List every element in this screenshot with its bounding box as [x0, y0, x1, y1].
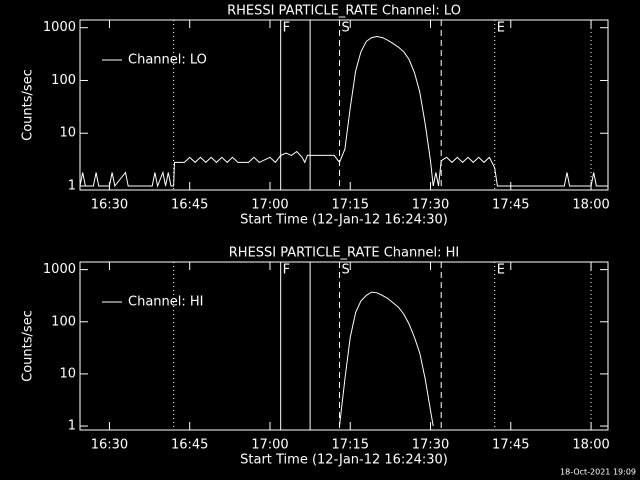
y-tick-label: 10 — [59, 366, 76, 381]
x-tick-label: 17:30 — [412, 198, 449, 213]
x-tick-label: 17:00 — [251, 198, 288, 213]
x-axis-label: Start Time (12-Jan-12 16:24:30) — [240, 213, 448, 228]
plot-frame — [79, 19, 609, 191]
x-axis-label: Start Time (12-Jan-12 16:24:30) — [240, 453, 448, 468]
series-line — [79, 35, 608, 188]
x-tick-label: 17:45 — [492, 438, 529, 453]
series-line — [339, 291, 434, 427]
x-tick-label: 18:00 — [572, 198, 609, 213]
legend-label: Channel: LO — [128, 53, 207, 68]
chart-title: RHESSI PARTICLE_RATE Channel: HI — [229, 246, 459, 261]
x-tick-label: 16:45 — [171, 438, 208, 453]
x-tick-label: 16:30 — [91, 198, 128, 213]
x-tick-label: 17:30 — [412, 438, 449, 453]
event-label: F — [283, 263, 290, 278]
plot-frame — [79, 261, 609, 431]
x-tick-label: 17:15 — [332, 198, 369, 213]
legend-label: Channel: HI — [128, 295, 204, 310]
event-label: E — [497, 21, 505, 36]
event-label: S — [342, 21, 350, 36]
y-tick-label: 100 — [51, 73, 76, 88]
x-tick-label: 16:30 — [91, 438, 128, 453]
chart-title: RHESSI PARTICLE_RATE Channel: LO — [227, 4, 461, 19]
x-tick-label: 17:45 — [492, 198, 529, 213]
event-label: E — [497, 263, 505, 278]
y-axis-label: Counts/sec — [21, 69, 36, 141]
x-tick-label: 18:00 — [572, 438, 609, 453]
y-axis-label: Counts/sec — [21, 310, 36, 382]
y-tick-label: 1 — [68, 419, 76, 434]
event-label: F — [283, 21, 290, 36]
x-tick-label: 16:45 — [171, 198, 208, 213]
y-tick-label: 1000 — [43, 20, 76, 35]
event-label: S — [342, 263, 350, 278]
y-tick-label: 100 — [51, 314, 76, 329]
y-tick-label: 10 — [59, 126, 76, 141]
x-tick-label: 17:00 — [251, 438, 288, 453]
y-tick-label: 1000 — [43, 262, 76, 277]
y-tick-label: 1 — [68, 179, 76, 194]
footer: 18-Oct-2021 19:09 — [560, 468, 636, 477]
x-tick-label: 17:15 — [332, 438, 369, 453]
